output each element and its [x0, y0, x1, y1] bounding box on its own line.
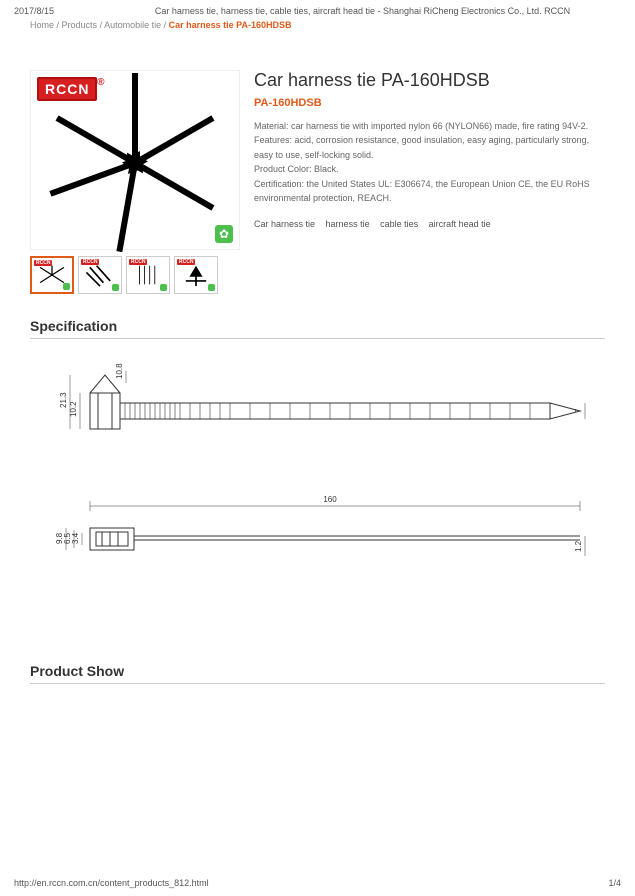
breadcrumb-current: Car harness tie PA-160HDSB — [169, 20, 292, 30]
dim-1-2: 1.2 — [574, 540, 583, 552]
eco-icon: ✿ — [215, 225, 233, 243]
thumbnail-1[interactable]: RCCN — [30, 256, 74, 294]
thumbnail-row: RCCN RCCN RCCN RCCN — [30, 256, 240, 294]
product-code: PA-160HDSB — [254, 97, 605, 109]
product-info: Car harness tie PA-160HDSB PA-160HDSB Ma… — [254, 70, 605, 294]
dim-10-2: 10.2 — [69, 401, 78, 417]
page-header: 2017/8/15 Car harness tie, harness tie, … — [0, 0, 635, 16]
dim-7: 7 — [574, 408, 583, 413]
main-product-image[interactable]: RCCN® ✿ — [30, 70, 240, 250]
tag-3[interactable]: cable ties — [380, 219, 418, 229]
thumbnail-4[interactable]: RCCN — [174, 256, 218, 294]
breadcrumb: Home / Products / Automobile tie / Car h… — [0, 16, 635, 30]
diagram-top: 21.3 10.2 10.8 7 — [30, 363, 605, 456]
header-date: 2017/8/15 — [14, 6, 104, 16]
product-gallery: RCCN® ✿ RCCN RCCN — [30, 70, 240, 294]
dim-10-8: 10.8 — [115, 363, 124, 379]
thumbnail-3[interactable]: RCCN — [126, 256, 170, 294]
thumbnail-2[interactable]: RCCN — [78, 256, 122, 294]
page-footer: http://en.rccn.com.cn/content_products_8… — [14, 878, 621, 888]
tag-1[interactable]: Car harness tie — [254, 219, 315, 229]
dim-3-4: 3.4 — [71, 532, 80, 544]
diagram-side: 160 9. — [30, 486, 605, 589]
dim-21-3: 21.3 — [59, 392, 68, 408]
section-specification: Specification — [30, 318, 605, 339]
desc-cert: Certification: the United States UL: E30… — [254, 177, 605, 206]
desc-color: Product Color: Black. — [254, 162, 605, 176]
product-title: Car harness tie PA-160HDSB — [254, 70, 605, 91]
product-tags: Car harness tie harness tie cable ties a… — [254, 219, 605, 229]
tag-4[interactable]: aircraft head tie — [429, 219, 491, 229]
breadcrumb-products[interactable]: Products — [62, 20, 98, 30]
desc-features: Features: acid, corrosion resistance, go… — [254, 133, 605, 162]
product-illustration — [45, 85, 225, 235]
section-product-show: Product Show — [30, 663, 605, 684]
header-title: Car harness tie, harness tie, cable ties… — [104, 6, 621, 16]
tag-2[interactable]: harness tie — [326, 219, 370, 229]
footer-page: 1/4 — [608, 878, 621, 888]
dim-160: 160 — [323, 495, 337, 504]
desc-material: Material: car harness tie with imported … — [254, 119, 605, 133]
breadcrumb-home[interactable]: Home — [30, 20, 54, 30]
product-description: Material: car harness tie with imported … — [254, 119, 605, 205]
spec-diagrams: 21.3 10.2 10.8 7 160 — [30, 353, 605, 639]
footer-url: http://en.rccn.com.cn/content_products_8… — [14, 878, 209, 888]
breadcrumb-category[interactable]: Automobile tie — [104, 20, 161, 30]
